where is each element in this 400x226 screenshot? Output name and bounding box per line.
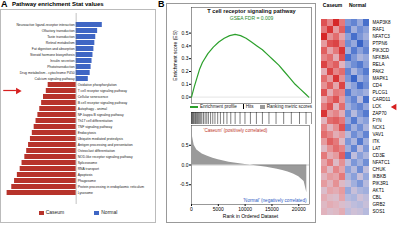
svg-text:MAP3K8: MAP3K8: [373, 20, 392, 25]
svg-text:T cell receptor signaling path: T cell receptor signaling pathway: [207, 8, 296, 14]
svg-text:Taste transduction: Taste transduction: [47, 35, 75, 39]
svg-text:Rank in Ordered Dataset: Rank in Ordered Dataset: [223, 213, 279, 219]
svg-text:10000: 10000: [238, 206, 252, 212]
svg-text:MAPK1: MAPK1: [373, 76, 389, 81]
svg-text:5000: 5000: [213, 206, 224, 212]
svg-text:Apoptosis: Apoptosis: [78, 173, 93, 177]
html-text:Caseum: Caseum: [322, 2, 343, 8]
svg-text:ZAP70: ZAP70: [373, 111, 387, 116]
svg-text:PIK3CD: PIK3CD: [373, 48, 390, 53]
svg-text:'Caseum' (positively correlate: 'Caseum' (positively correlated): [204, 128, 268, 133]
svg-text:CHUK: CHUK: [373, 167, 387, 172]
svg-text:Oxidative phosphorylation: Oxidative phosphorylation: [78, 83, 117, 87]
svg-text:Neuroactive ligand-receptor in: Neuroactive ligand-receptor interaction: [16, 23, 74, 27]
svg-text:NF-kappa B signaling pathway: NF-kappa B signaling pathway: [78, 113, 124, 117]
svg-text:PTPN6: PTPN6: [373, 41, 388, 46]
svg-text:Drug metabolism - cytochrome P: Drug metabolism - cytochrome P450: [20, 71, 75, 75]
svg-text:GSEA FDR = 0.009: GSEA FDR = 0.009: [230, 15, 274, 21]
svg-text:'Normal' (negatively correlate: 'Normal' (negatively correlated): [243, 198, 307, 203]
html-text:A: A: [1, 0, 8, 9]
svg-text:PLCG1: PLCG1: [373, 90, 389, 95]
html-text:Ranking metric scores: Ranking metric scores: [266, 104, 313, 110]
svg-text:0.3: 0.3: [182, 55, 189, 61]
html-text:Pathway enrichment Stat values: Pathway enrichment Stat values: [12, 1, 104, 7]
svg-text:0.4: 0.4: [182, 43, 189, 49]
svg-text:Antigen processing and present: Antigen processing and presentation: [78, 143, 133, 147]
svg-text:20000: 20000: [292, 206, 306, 212]
svg-text:AKT1: AKT1: [373, 188, 385, 193]
svg-text:NCK1: NCK1: [373, 125, 386, 130]
html-text:Normal: Normal: [101, 209, 118, 215]
svg-text:VAV1: VAV1: [373, 132, 385, 137]
svg-text:TNF signaling pathway: TNF signaling pathway: [78, 125, 113, 129]
svg-text:0.5: 0.5: [182, 30, 189, 36]
svg-text:NFATC3: NFATC3: [373, 34, 391, 39]
svg-text:Fat digestion and absorption: Fat digestion and absorption: [32, 47, 75, 51]
svg-text:B cell receptor signaling path: B cell receptor signaling pathway: [78, 101, 128, 105]
svg-text:Th17 cell differentiation: Th17 cell differentiation: [78, 119, 113, 123]
svg-text:Phototransduction: Phototransduction: [47, 65, 74, 69]
html-text:Hits: Hits: [245, 104, 254, 109]
svg-text:RAF1: RAF1: [373, 27, 385, 32]
html-text:B: B: [158, 0, 165, 9]
svg-text:0.2: 0.2: [182, 68, 189, 74]
svg-text:PAK2: PAK2: [373, 69, 385, 74]
svg-text:RNA transport: RNA transport: [78, 167, 99, 171]
svg-text:IKBKB: IKBKB: [373, 174, 387, 179]
svg-text:0: 0: [190, 206, 193, 212]
svg-text:Enrichment score (ES): Enrichment score (ES): [172, 30, 178, 81]
svg-text:T cell receptor signaling path: T cell receptor signaling pathway: [78, 89, 128, 93]
svg-text:CD4: CD4: [373, 83, 383, 88]
svg-text:Steroid hormone biosynthesis: Steroid hormone biosynthesis: [30, 53, 75, 57]
svg-text:0.5: 0.5: [182, 142, 189, 148]
svg-text:NFKBIA: NFKBIA: [373, 55, 391, 60]
svg-text:Protein processing in endoplas: Protein processing in endoplasmic reticu…: [78, 185, 145, 189]
svg-text:Insulin secretion: Insulin secretion: [50, 59, 75, 63]
svg-text:15000: 15000: [265, 206, 279, 212]
html-text:Enrichment profile: Enrichment profile: [199, 104, 237, 110]
svg-text:Phagosome: Phagosome: [78, 179, 96, 183]
svg-text:CBL: CBL: [373, 195, 382, 200]
svg-text:CD3E: CD3E: [373, 153, 385, 158]
svg-text:GRB2: GRB2: [373, 202, 386, 207]
svg-text:LCK: LCK: [373, 104, 383, 109]
svg-text:Calcium signaling pathway: Calcium signaling pathway: [35, 77, 75, 81]
svg-text:SOS1: SOS1: [373, 209, 386, 214]
svg-text:Spliceosome: Spliceosome: [78, 161, 98, 165]
html-text:Normal: Normal: [348, 2, 367, 8]
svg-text:RELA: RELA: [373, 62, 386, 67]
svg-text:0.0: 0.0: [182, 162, 189, 168]
svg-text:FYN: FYN: [373, 118, 382, 123]
svg-text:Retinol metabolism: Retinol metabolism: [46, 41, 75, 45]
svg-text:ITK: ITK: [373, 139, 381, 144]
svg-text:0.1: 0.1: [182, 81, 189, 87]
svg-text:Lysosome: Lysosome: [78, 191, 93, 195]
svg-text:PIK3R1: PIK3R1: [373, 181, 389, 186]
svg-text:Cellular senescence: Cellular senescence: [78, 95, 109, 99]
svg-text:LAT: LAT: [373, 146, 381, 151]
svg-text:NOD-like receptor signaling pa: NOD-like receptor signaling pathway: [78, 155, 133, 159]
svg-text:-0.5: -0.5: [180, 181, 189, 187]
svg-text:NFATC1: NFATC1: [373, 160, 391, 165]
svg-text:CARD11: CARD11: [373, 97, 391, 102]
svg-text:Osteoclast differentiation: Osteoclast differentiation: [78, 149, 115, 153]
svg-text:Autophagy - animal: Autophagy - animal: [78, 107, 107, 111]
svg-text:Ubiquitin mediated proteolysis: Ubiquitin mediated proteolysis: [78, 137, 124, 141]
html-text:Caseum: Caseum: [45, 209, 65, 215]
svg-text:0.0: 0.0: [182, 94, 189, 100]
svg-text:Olfactory transduction: Olfactory transduction: [42, 29, 75, 33]
svg-text:Endocytosis: Endocytosis: [78, 131, 97, 135]
